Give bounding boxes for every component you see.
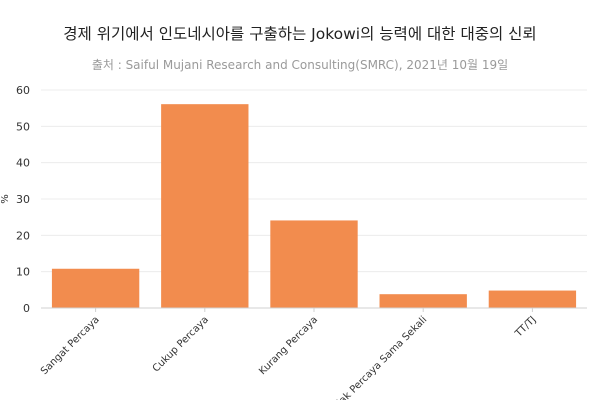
y-tick-label: 20 — [16, 229, 30, 242]
x-tick-label: Kurang Percaya — [257, 314, 320, 377]
bar — [379, 294, 467, 308]
chart-subtitle: 출처 : Saiful Mujani Research and Consulti… — [91, 58, 509, 72]
x-tick-label: Cukup Percaya — [151, 314, 211, 374]
y-tick-label: 30 — [16, 193, 30, 206]
chart-title: 경제 위기에서 인도네시아를 구출하는 Jokowi의 능력에 대한 대중의 신… — [63, 25, 537, 43]
y-tick-label: 60 — [16, 84, 30, 97]
y-tick-label: 10 — [16, 266, 30, 279]
bar — [51, 268, 140, 308]
y-tick-label: 0 — [23, 302, 30, 315]
bar — [270, 220, 358, 308]
x-tick-label: Sangat Percaya — [39, 314, 102, 377]
y-tick-label: 40 — [16, 157, 30, 170]
y-axis: 0 10 20 30 40 50 60 — [16, 84, 30, 315]
y-axis-label: % — [0, 194, 11, 204]
bars — [51, 104, 577, 308]
x-axis: Sangat Percaya Cukup Percaya Kurang Percay… — [39, 307, 587, 400]
x-tick-label: TT/TJ — [513, 314, 539, 340]
bar — [488, 290, 577, 308]
y-tick-label: 50 — [16, 120, 30, 133]
x-tick-label: Tidak Percaya Sama Sekali — [326, 314, 429, 400]
bar — [161, 104, 249, 308]
